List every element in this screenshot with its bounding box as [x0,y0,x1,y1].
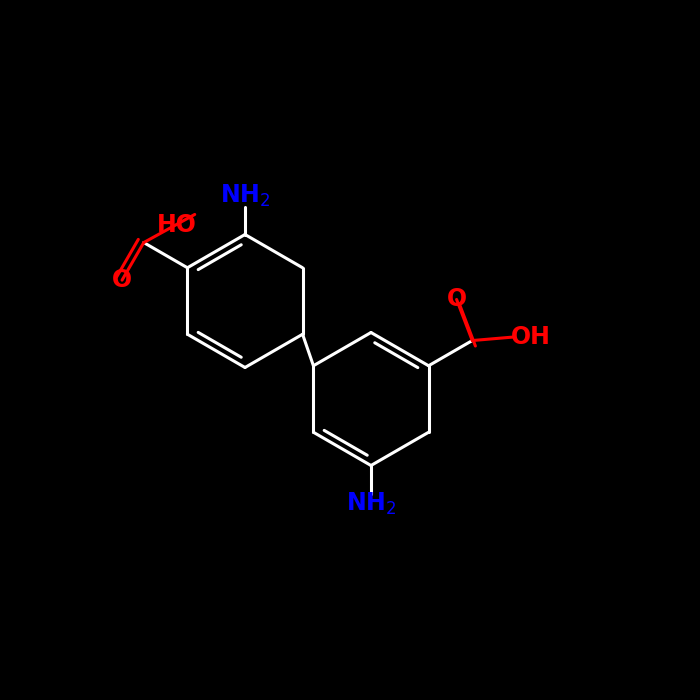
Text: NH$_2$: NH$_2$ [220,183,270,209]
Text: NH$_2$: NH$_2$ [346,491,396,517]
Text: HO: HO [158,213,197,237]
Text: O: O [447,288,467,312]
Text: OH: OH [511,325,551,349]
Text: O: O [112,268,132,292]
